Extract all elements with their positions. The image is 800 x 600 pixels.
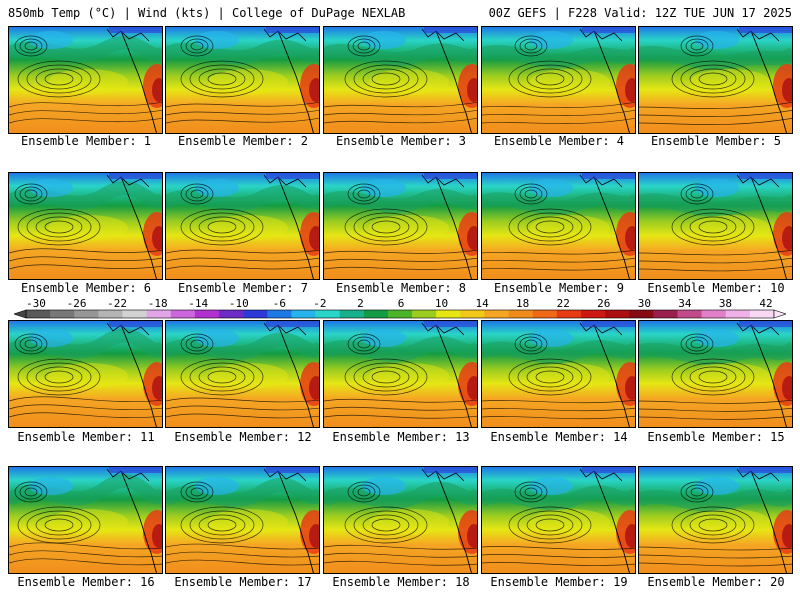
colorbar-swatch: [653, 310, 678, 318]
ensemble-member-label: Ensemble Member: 8: [335, 281, 467, 295]
colorbar-swatch: [219, 310, 244, 318]
colorbar-swatch: [267, 310, 292, 318]
ensemble-member-label: Ensemble Member: 16: [17, 575, 155, 589]
colorbar-swatch: [339, 310, 365, 318]
colorbar-swatch: [146, 310, 172, 318]
header-right-title: 00Z GEFS | F228 Valid: 12Z TUE JUN 17 20…: [488, 6, 792, 20]
ensemble-map-panel: [165, 466, 320, 574]
ensemble-map-panel: [638, 466, 793, 574]
colorbar-swatch: [508, 310, 534, 318]
colorbar-tick-label: 22: [557, 298, 570, 310]
ensemble-member-label: Ensemble Member: 19: [490, 575, 628, 589]
ensemble-map-panel: [323, 466, 478, 574]
colorbar-swatch: [98, 310, 123, 318]
colorbar-tick-label: 14: [475, 298, 489, 310]
colorbar-tick-label: 38: [719, 298, 732, 310]
ensemble-member-label: Ensemble Member: 3: [335, 134, 467, 148]
ensemble-map-panel: [8, 172, 163, 280]
ensemble-map-panel: [638, 172, 793, 280]
ensemble-map-panel: [638, 320, 793, 428]
colorbar-swatch: [26, 310, 51, 318]
ensemble-map-panel: [165, 320, 320, 428]
ensemble-map-panel: [481, 320, 636, 428]
colorbar-swatch: [412, 310, 437, 318]
ensemble-map-panel: [481, 26, 636, 134]
temperature-colorbar: -30 -26 -22 -18 -14 -10 -6 -2 2 6 10 14 18 22 26 30 34 38…: [14, 298, 786, 319]
colorbar-tick-label: 26: [597, 298, 610, 310]
ensemble-member-label: Ensemble Member: 5: [650, 134, 782, 148]
colorbar-swatch: [315, 310, 340, 318]
colorbar-swatch: [580, 310, 606, 318]
colorbar-tick-label: 42: [759, 298, 772, 310]
ensemble-map-panel: [8, 466, 163, 574]
ensemble-member-label: Ensemble Member: 18: [332, 575, 470, 589]
ensemble-member-label: Ensemble Member: 14: [490, 430, 628, 444]
ensemble-map-panel: [481, 466, 636, 574]
ensemble-map-panel: [638, 26, 793, 134]
ensemble-map-panel: [323, 320, 478, 428]
ensemble-member-label: Ensemble Member: 4: [493, 134, 625, 148]
colorbar-swatch: [677, 310, 702, 318]
ensemble-map-panel: [481, 172, 636, 280]
colorbar-swatch: [725, 310, 751, 318]
ensemble-member-label: Ensemble Member: 10: [647, 281, 785, 295]
colorbar-tick-label: -30: [26, 298, 46, 310]
colorbar-tick-label: -26: [67, 298, 87, 310]
ensemble-member-label: Ensemble Member: 13: [332, 430, 470, 444]
colorbar-swatch: [122, 310, 147, 318]
colorbar-swatch: [749, 310, 775, 318]
colorbar-swatch: [532, 310, 558, 318]
colorbar-tick-label: 10: [435, 298, 448, 310]
ensemble-member-label: Ensemble Member: 11: [17, 430, 155, 444]
ensemble-member-label: Ensemble Member: 15: [647, 430, 785, 444]
ensemble-map-panel: [165, 172, 320, 280]
colorbar-swatch: [629, 310, 654, 318]
colorbar-swatch: [701, 310, 727, 318]
colorbar-tick-label: -6: [273, 298, 286, 310]
colorbar-swatch: [605, 310, 630, 318]
colorbar-swatch: [170, 310, 196, 318]
ensemble-member-label: Ensemble Member: 17: [174, 575, 312, 589]
colorbar-swatch: [484, 310, 509, 318]
colorbar-tick-label: -22: [107, 298, 127, 310]
ensemble-member-label: Ensemble Member: 1: [20, 134, 152, 148]
header-left-title: 850mb Temp (°C) | Wind (kts) | College o…: [8, 6, 406, 20]
ensemble-map-panel: [323, 172, 478, 280]
colorbar-tick-label: 2: [357, 298, 364, 310]
ensemble-member-label: Ensemble Member: 7: [177, 281, 309, 295]
colorbar-swatch: [291, 310, 316, 318]
colorbar-tick-label: 30: [638, 298, 651, 310]
colorbar-swatch: [194, 310, 220, 318]
colorbar-swatch: [556, 310, 582, 318]
colorbar-swatch: [460, 310, 485, 318]
colorbar-swatch: [436, 310, 461, 318]
ensemble-map-panel: [8, 320, 163, 428]
ensemble-member-label: Ensemble Member: 20: [647, 575, 785, 589]
colorbar-swatch: [387, 310, 413, 318]
ensemble-map-panel: [8, 26, 163, 134]
colorbar-swatch: [243, 310, 268, 318]
ensemble-map-panel: [323, 26, 478, 134]
ensemble-member-label: Ensemble Member: 12: [174, 430, 312, 444]
colorbar-tick-label: -18: [148, 298, 168, 310]
ensemble-member-label: Ensemble Member: 9: [493, 281, 625, 295]
ensemble-member-label: Ensemble Member: 2: [177, 134, 309, 148]
ensemble-map-panel: [165, 26, 320, 134]
colorbar-swatch: [74, 310, 99, 318]
colorbar-swatch: [50, 310, 75, 318]
colorbar-tick-label: 34: [678, 298, 692, 310]
colorbar-swatch: [363, 310, 389, 318]
colorbar-tick-label: 6: [398, 298, 405, 310]
colorbar-right-arrow: [773, 309, 786, 319]
colorbar-left-arrow: [14, 309, 27, 319]
colorbar-tick-label: -14: [188, 298, 208, 310]
colorbar-tick-label: 18: [516, 298, 529, 310]
colorbar-tick-label: -10: [229, 298, 249, 310]
ensemble-member-label: Ensemble Member: 6: [20, 281, 152, 295]
colorbar-tick-label: -2: [313, 298, 326, 310]
